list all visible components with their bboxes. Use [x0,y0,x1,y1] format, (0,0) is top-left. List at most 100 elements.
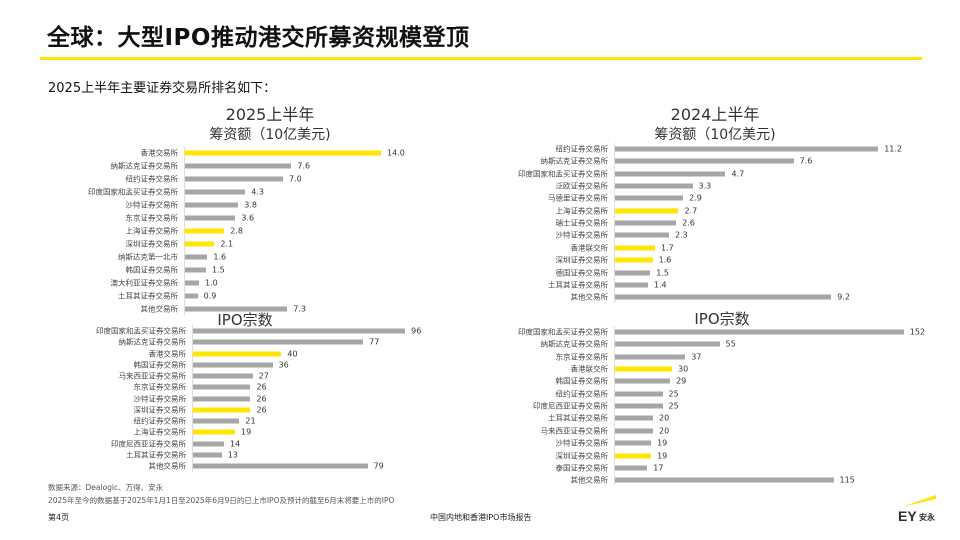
bar [615,465,648,471]
data-label: 25 [668,401,679,411]
data-label: 20 [659,413,670,423]
bar [615,366,672,372]
bar [615,329,904,335]
data-label: 2.6 [682,218,695,228]
category-label: 沙特证券交易所 [555,438,609,448]
data-label: 1.6 [213,252,227,262]
data-label: 0.9 [203,291,217,301]
category-label: 印度国家和孟买证券交易所 [518,169,608,179]
bar [193,441,224,446]
category-label: 香港交易所 [148,349,187,358]
data-label: 9.2 [837,292,850,302]
data-label: 2.8 [230,226,243,236]
category-label: 纽约证券交易所 [555,389,609,399]
category-label: 瑞士证券交易所 [555,218,609,228]
category-label: 土耳其证券交易所 [126,450,186,460]
bar [615,220,677,226]
category-label: 土耳其证券交易所 [548,413,608,423]
data-label: 7.6 [799,156,813,166]
data-label: 17 [653,463,664,473]
data-label: 26 [256,405,267,415]
category-label: 马德里证券交易所 [548,193,608,203]
data-label: 1.4 [653,280,667,290]
chart-subtitle-2024: 筹资额（10亿美元) [654,127,776,143]
bar [615,378,671,384]
bar [615,171,726,177]
bar [193,328,406,334]
data-label: 21 [245,416,256,426]
bar [615,158,794,164]
bar [193,429,235,435]
bar [615,270,651,275]
slide-title: 全球：大型IPO推动港交所募资规模登顶 [47,25,470,51]
data-label: 115 [839,475,855,485]
bar [615,440,652,446]
bar [185,241,215,247]
bar [185,215,236,221]
data-label: 2.3 [675,230,688,240]
category-label: 东京证券交易所 [555,352,609,362]
slide-subtitle: 2025上半年主要证券交易所排名如下： [48,81,277,96]
category-label: 上海证券交易所 [555,206,609,216]
data-label: 2.9 [689,193,702,203]
category-label: 其他交易所 [570,292,609,302]
data-label: 96 [411,326,422,336]
bar [185,163,292,169]
category-label: 纽约证券交易所 [555,144,609,154]
chart-axis [614,143,615,304]
bar [615,257,653,263]
bar [185,306,288,312]
bar [615,354,686,360]
title-underline [40,57,922,60]
data-label: 36 [278,360,289,370]
chart-title-2024-ipo: IPO宗数 [694,310,750,328]
data-label: 19 [240,427,252,437]
category-label: 韩国证券交易所 [133,360,187,370]
category-label: 深圳证券交易所 [133,405,187,415]
chart-axis [192,325,193,472]
bar [193,339,364,345]
category-label: 纽约证券交易所 [125,174,179,184]
data-label: 14.0 [387,148,405,158]
bar [615,477,834,483]
data-label: 20 [659,426,670,436]
data-label: 1.5 [212,265,225,275]
chart-axis [184,147,185,315]
bar [193,407,251,413]
category-label: 沙特证券交易所 [555,230,609,240]
category-label: 其他交易所 [140,304,179,314]
data-label: 37 [691,352,702,362]
bar [185,228,225,234]
bar [615,391,663,397]
bar [185,189,246,195]
data-label: 4.7 [731,169,745,179]
category-label: 沙特证券交易所 [133,394,187,403]
bar [615,146,879,152]
data-label: 7.3 [293,304,306,314]
data-label: 27 [258,371,269,381]
chart-title-2025: 2025上半年 [225,105,315,124]
ey-logo: EY 安永 [898,494,938,524]
data-label: 26 [256,394,267,403]
category-label: 纳斯达克证券交易所 [540,339,609,349]
bar [615,453,652,458]
data-label: 3.3 [698,181,712,191]
data-label: 77 [369,337,380,347]
category-label: 深圳证券交易所 [125,239,179,249]
data-label: 1.0 [205,278,218,288]
category-label: 韩国证券交易所 [125,265,179,275]
chart-axis [614,326,615,487]
category-label: 土耳其证券交易所 [548,280,608,290]
page-number: 第4页 [48,513,70,522]
bar [193,463,368,469]
bar [615,294,832,300]
bar [193,384,251,390]
category-label: 上海证券交易所 [125,226,179,236]
category-label: 深圳证券交易所 [555,451,609,460]
category-label: 韩国证券交易所 [555,376,609,386]
data-label: 19 [657,451,668,460]
bar [193,362,273,368]
category-label: 马来西亚证券交易所 [118,371,187,381]
bar [615,341,720,347]
chart-title-2024: 2024上半年 [670,105,760,124]
